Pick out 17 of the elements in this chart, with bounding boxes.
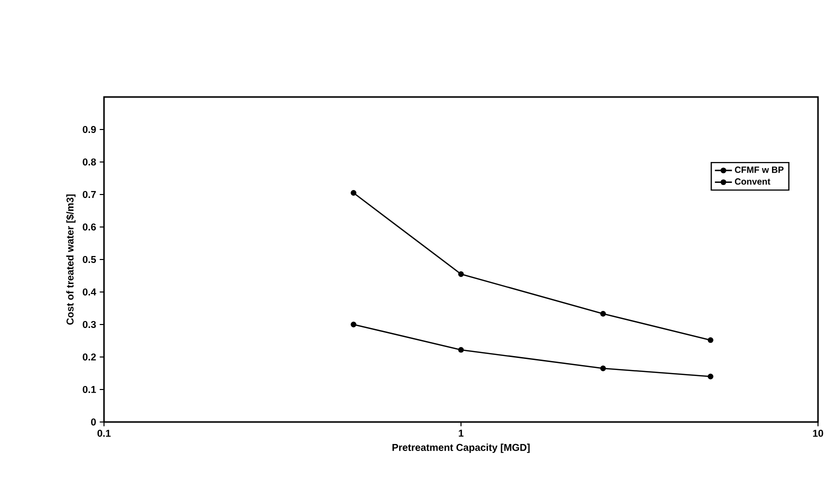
y-tick-label: 0.1 <box>82 386 96 394</box>
y-tick-label: 0.3 <box>82 320 96 328</box>
y-tick-label: 0.2 <box>82 353 96 361</box>
y-tick-label: 0.7 <box>82 190 96 198</box>
x-tick-label: 1 <box>458 430 464 437</box>
legend-label: Convent <box>734 178 770 185</box>
y-tick-label: 0.8 <box>82 158 96 166</box>
legend-label: CFMF w BP <box>734 166 784 173</box>
x-tick-label: 0.1 <box>97 430 111 437</box>
y-tick-label: 0.9 <box>82 126 96 134</box>
x-axis-title: Pretreatment Capacity [MGD] <box>392 444 530 453</box>
y-axis-title: Cost of treated water [$/m3] <box>66 194 76 325</box>
y-tick-label: 0.6 <box>82 223 96 231</box>
y-tick-label: 0.4 <box>82 288 96 296</box>
x-tick-label: 10 <box>813 430 824 437</box>
y-tick-label: 0 <box>91 418 96 426</box>
y-tick-label: 0.5 <box>82 256 96 264</box>
